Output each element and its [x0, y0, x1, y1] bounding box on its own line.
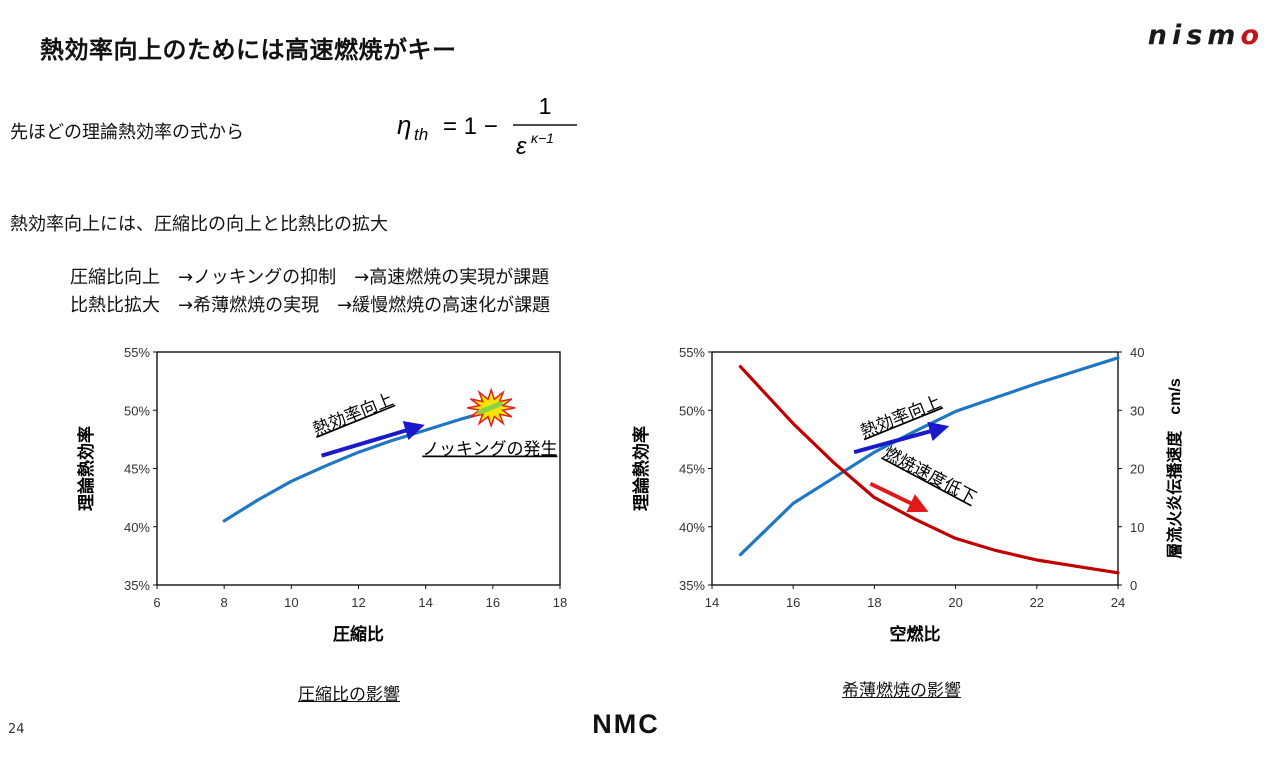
- series-line-1: [738, 365, 1120, 575]
- efficiency-summary: 熱効率向上には、圧縮比の向上と比熱比の拡大: [10, 214, 388, 235]
- y-tick-label: 45%: [679, 462, 705, 477]
- page-title: 熱効率向上のためには高速燃焼がキー: [40, 36, 457, 64]
- page-number: 24: [8, 722, 25, 737]
- compression-chart-caption: 圧縮比の影響: [298, 685, 400, 705]
- series-line-0: [738, 356, 1120, 557]
- x-tick-label: 18: [867, 595, 881, 610]
- x-tick-label: 16: [486, 595, 500, 610]
- nmc-logo: NMC: [592, 709, 660, 739]
- x-tick-label: 10: [284, 595, 298, 610]
- y-tick-label: 45%: [124, 462, 150, 477]
- y-tick-label: 55%: [679, 345, 705, 360]
- series-line-0: [222, 408, 495, 523]
- compression-point: 圧縮比向上 →ノッキングの抑制 →高速燃焼の実現が課題: [70, 267, 550, 288]
- y2-tick-label: 40: [1130, 345, 1144, 360]
- x-axis-label: 空燃比: [890, 624, 941, 644]
- intro-text: 先ほどの理論熱効率の式から: [10, 122, 244, 143]
- x-axis-label: 圧縮比: [333, 624, 384, 644]
- trend-arrow: [869, 481, 929, 513]
- x-tick-label: 14: [705, 595, 719, 610]
- y-axis-label: 理論熱効率: [631, 426, 651, 511]
- y-tick-label: 40%: [679, 520, 705, 535]
- trend-arrow: [320, 420, 425, 458]
- nismo-logo: nismo: [1148, 20, 1264, 51]
- y2-tick-label: 10: [1130, 520, 1144, 535]
- y2-tick-label: 0: [1130, 578, 1137, 593]
- y-tick-label: 40%: [124, 520, 150, 535]
- x-tick-label: 8: [221, 595, 228, 610]
- y-tick-label: 50%: [679, 403, 705, 418]
- formula-eta-subscript: th: [414, 125, 428, 144]
- compression-ratio-chart: 6 8 10 12 14 16 18 35% 40% 45% 50% 55% 圧縮比 理論熱効率 熱効率向上…: [76, 345, 567, 644]
- x-tick-label: 22: [1030, 595, 1044, 610]
- formula-numerator: 1: [539, 93, 552, 119]
- y-tick-label: 35%: [124, 578, 150, 593]
- air-fuel-ratio-chart: 14 16 18 20 22 24 35% 40% 45% 50% 55% 0 10 20 30 40 層流火炎…: [631, 345, 1184, 644]
- x-tick-label: 24: [1111, 595, 1125, 610]
- y-axis-label: 理論熱効率: [76, 426, 96, 511]
- chart-annotation: 熱効率向上: [858, 392, 944, 441]
- trend-arrow: [853, 421, 950, 455]
- y-tick-label: 50%: [124, 403, 150, 418]
- x-tick-label: 6: [153, 595, 160, 610]
- formula-exponent: κ−1: [531, 130, 554, 146]
- formula-equals-one-minus: = 1 −: [443, 113, 498, 140]
- svg-text:NMC: NMC: [592, 709, 660, 739]
- formula-eta: η: [397, 110, 411, 140]
- specific-heat-point: 比熱比拡大 →希薄燃焼の実現 →緩慢燃焼の高速化が課題: [70, 295, 551, 316]
- y-tick-label: 55%: [124, 345, 150, 360]
- chart-annotation: ノッキングの発生: [422, 440, 557, 459]
- chart-annotation: 燃焼速度低下: [880, 443, 979, 508]
- plot-frame: [156, 351, 561, 586]
- lean-burn-chart-caption: 希薄燃焼の影響: [842, 681, 961, 701]
- y2-axis-label: 層流火炎伝播速度 cm/s: [1165, 378, 1184, 559]
- knock-burst-core: [477, 401, 503, 415]
- y2-tick-label: 30: [1130, 403, 1144, 418]
- x-tick-label: 18: [553, 595, 567, 610]
- formula-denominator: ε: [516, 133, 527, 160]
- y-tick-label: 35%: [679, 578, 705, 593]
- y2-tick-label: 20: [1130, 462, 1144, 477]
- nismo-logo-accent-letter: o: [1240, 20, 1264, 51]
- nismo-logo-text: nism: [1147, 20, 1241, 51]
- chart-annotation: 熱効率向上: [310, 390, 396, 439]
- thermal-efficiency-formula: η th = 1 − 1 ε κ−1: [397, 93, 577, 160]
- x-tick-label: 20: [948, 595, 962, 610]
- x-tick-label: 12: [351, 595, 365, 610]
- x-tick-label: 14: [418, 595, 432, 610]
- x-tick-label: 16: [786, 595, 800, 610]
